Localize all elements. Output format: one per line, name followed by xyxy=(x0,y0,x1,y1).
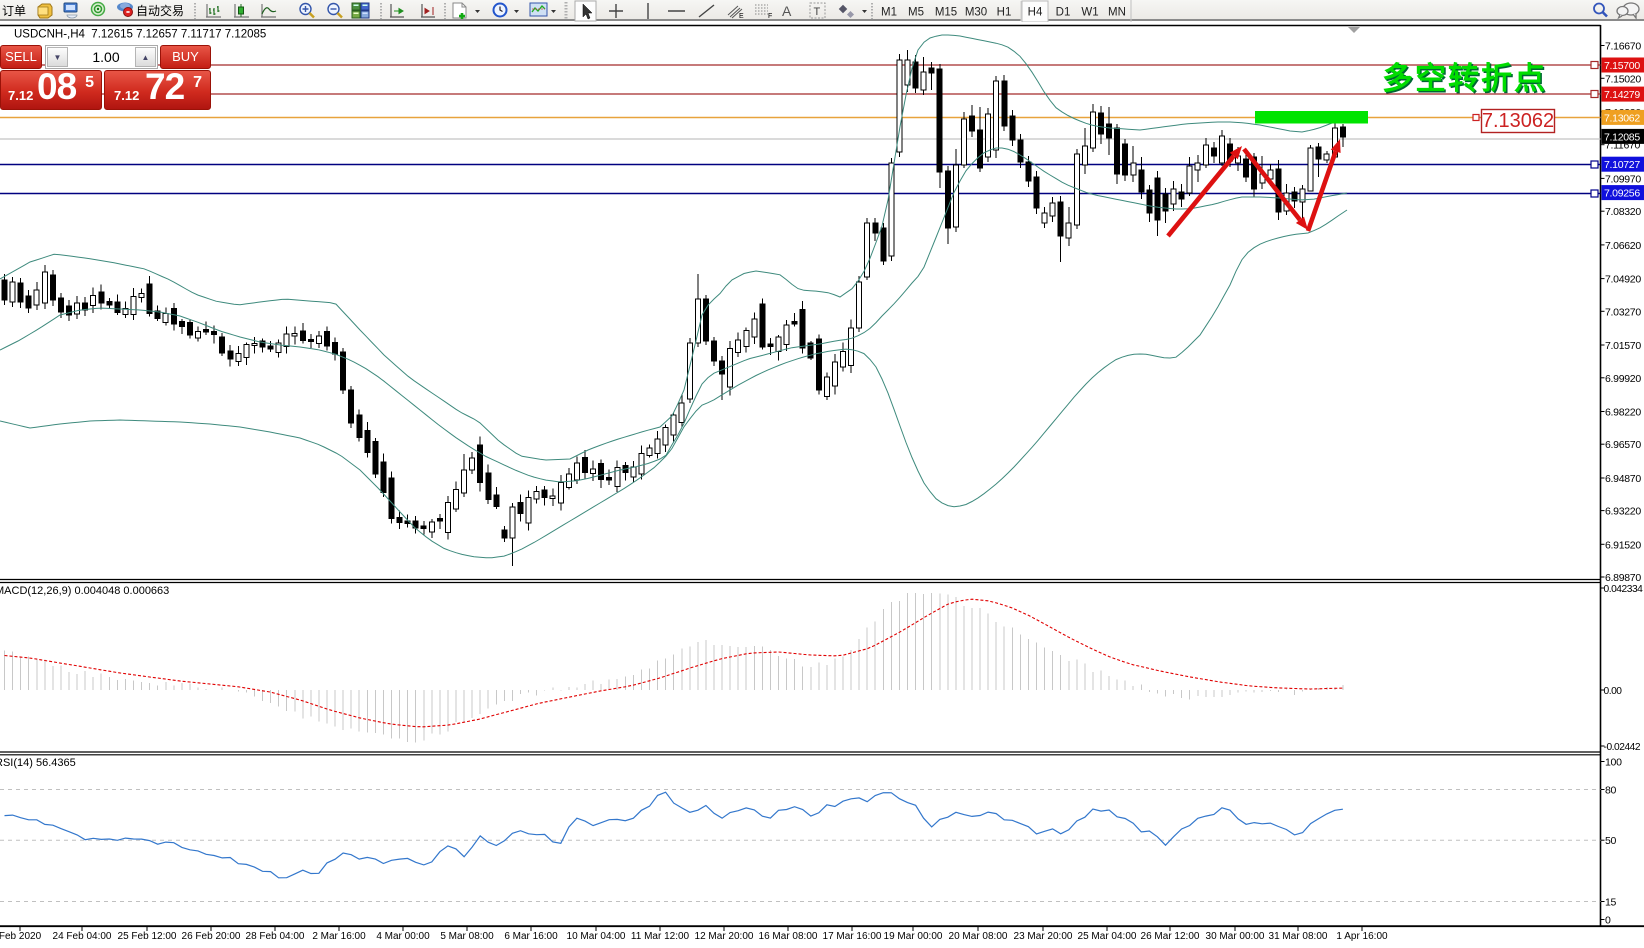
svg-text:M15: M15 xyxy=(935,7,957,19)
svg-text:A: A xyxy=(782,3,792,19)
svg-text:7.08320: 7.08320 xyxy=(1605,206,1641,218)
svg-text:23 Mar 20:00: 23 Mar 20:00 xyxy=(1014,931,1073,942)
svg-text:7.15020: 7.15020 xyxy=(1605,73,1641,85)
svg-text:D1: D1 xyxy=(1056,7,1071,19)
svg-text:100: 100 xyxy=(1605,757,1622,769)
svg-text:1 Apr 16:00: 1 Apr 16:00 xyxy=(1336,931,1388,942)
svg-text:6.91520: 6.91520 xyxy=(1605,539,1641,551)
svg-text:28 Feb 04:00: 28 Feb 04:00 xyxy=(246,931,305,942)
svg-text:0.00: 0.00 xyxy=(1604,686,1623,697)
svg-text:7.11670: 7.11670 xyxy=(1605,140,1641,152)
svg-text:7.16670: 7.16670 xyxy=(1605,41,1641,53)
svg-text:26 Feb 20:00: 26 Feb 20:00 xyxy=(182,931,241,942)
svg-text:7.15700: 7.15700 xyxy=(1604,60,1640,72)
svg-text:11 Mar 12:00: 11 Mar 12:00 xyxy=(631,931,690,942)
svg-text:H4: H4 xyxy=(1028,7,1043,19)
svg-text:6.98220: 6.98220 xyxy=(1605,407,1641,419)
svg-text:0.042334: 0.042334 xyxy=(1604,584,1644,595)
svg-text:15: 15 xyxy=(1605,897,1617,909)
svg-text:7.10727: 7.10727 xyxy=(1604,159,1640,171)
svg-text:W1: W1 xyxy=(1081,7,1098,19)
svg-text:7.13062: 7.13062 xyxy=(1604,112,1640,124)
svg-text:50: 50 xyxy=(1605,835,1617,847)
svg-text:10 Mar 04:00: 10 Mar 04:00 xyxy=(567,931,626,942)
svg-text:M30: M30 xyxy=(965,7,987,19)
svg-text:25 Feb 12:00: 25 Feb 12:00 xyxy=(118,931,177,942)
svg-text:4 Mar 00:00: 4 Mar 00:00 xyxy=(376,931,430,942)
svg-text:16 Mar 08:00: 16 Mar 08:00 xyxy=(759,931,818,942)
svg-text:20 Mar 08:00: 20 Mar 08:00 xyxy=(949,931,1008,942)
svg-text:30 Mar 00:00: 30 Mar 00:00 xyxy=(1206,931,1265,942)
svg-text:6.96570: 6.96570 xyxy=(1605,439,1641,451)
svg-text:Feb 2020: Feb 2020 xyxy=(0,931,42,942)
svg-text:USDCNH-,H4 7.12615 7.12657 7.: USDCNH-,H4 7.12615 7.12657 7.11717 7.120… xyxy=(14,29,266,41)
svg-text:26 Mar 12:00: 26 Mar 12:00 xyxy=(1141,931,1200,942)
svg-text:7.06620: 7.06620 xyxy=(1605,240,1641,252)
svg-text:7.13062: 7.13062 xyxy=(1482,110,1554,132)
svg-text:自动交易: 自动交易 xyxy=(136,3,184,18)
svg-text:25 Mar 04:00: 25 Mar 04:00 xyxy=(1078,931,1137,942)
svg-text:F: F xyxy=(768,13,772,20)
svg-text:6.93220: 6.93220 xyxy=(1605,506,1641,518)
svg-text:80: 80 xyxy=(1605,785,1617,797)
svg-text:多空转折点: 多空转折点 xyxy=(1382,61,1547,96)
svg-text:19 Mar 00:00: 19 Mar 00:00 xyxy=(884,931,943,942)
svg-text:5 Mar 08:00: 5 Mar 08:00 xyxy=(440,931,494,942)
svg-text:6.99920: 6.99920 xyxy=(1605,373,1641,385)
svg-text:RSI(14) 56.4365: RSI(14) 56.4365 xyxy=(0,757,76,769)
svg-text:MN: MN xyxy=(1108,7,1126,19)
svg-text:24 Feb 04:00: 24 Feb 04:00 xyxy=(53,931,112,942)
svg-text:7.09256: 7.09256 xyxy=(1604,188,1640,200)
svg-text:2 Mar 16:00: 2 Mar 16:00 xyxy=(312,931,366,942)
svg-text:7.14279: 7.14279 xyxy=(1604,89,1640,101)
svg-text:12 Mar 20:00: 12 Mar 20:00 xyxy=(695,931,754,942)
svg-text:6.94870: 6.94870 xyxy=(1605,473,1641,485)
svg-text:6 Mar 16:00: 6 Mar 16:00 xyxy=(504,931,558,942)
svg-text:7.01570: 7.01570 xyxy=(1605,340,1641,352)
svg-text:6.89870: 6.89870 xyxy=(1605,572,1641,584)
svg-text:订单: 订单 xyxy=(2,4,26,18)
svg-text:7.03270: 7.03270 xyxy=(1605,306,1641,318)
svg-text:T: T xyxy=(814,6,821,18)
svg-text:17 Mar 16:00: 17 Mar 16:00 xyxy=(823,931,882,942)
svg-text:31 Mar 08:00: 31 Mar 08:00 xyxy=(1269,931,1328,942)
svg-text:M5: M5 xyxy=(908,7,924,19)
svg-text:H1: H1 xyxy=(997,7,1012,19)
svg-text:MACD(12,26,9) 0.004048 0.00066: MACD(12,26,9) 0.004048 0.000663 xyxy=(0,585,169,597)
svg-text:M1: M1 xyxy=(881,7,897,19)
svg-text:E: E xyxy=(739,13,744,20)
svg-text:7.04920: 7.04920 xyxy=(1605,274,1641,286)
svg-text:7.09970: 7.09970 xyxy=(1605,173,1641,185)
svg-text:0: 0 xyxy=(1605,915,1611,927)
svg-text:-0.02442: -0.02442 xyxy=(1604,742,1641,753)
